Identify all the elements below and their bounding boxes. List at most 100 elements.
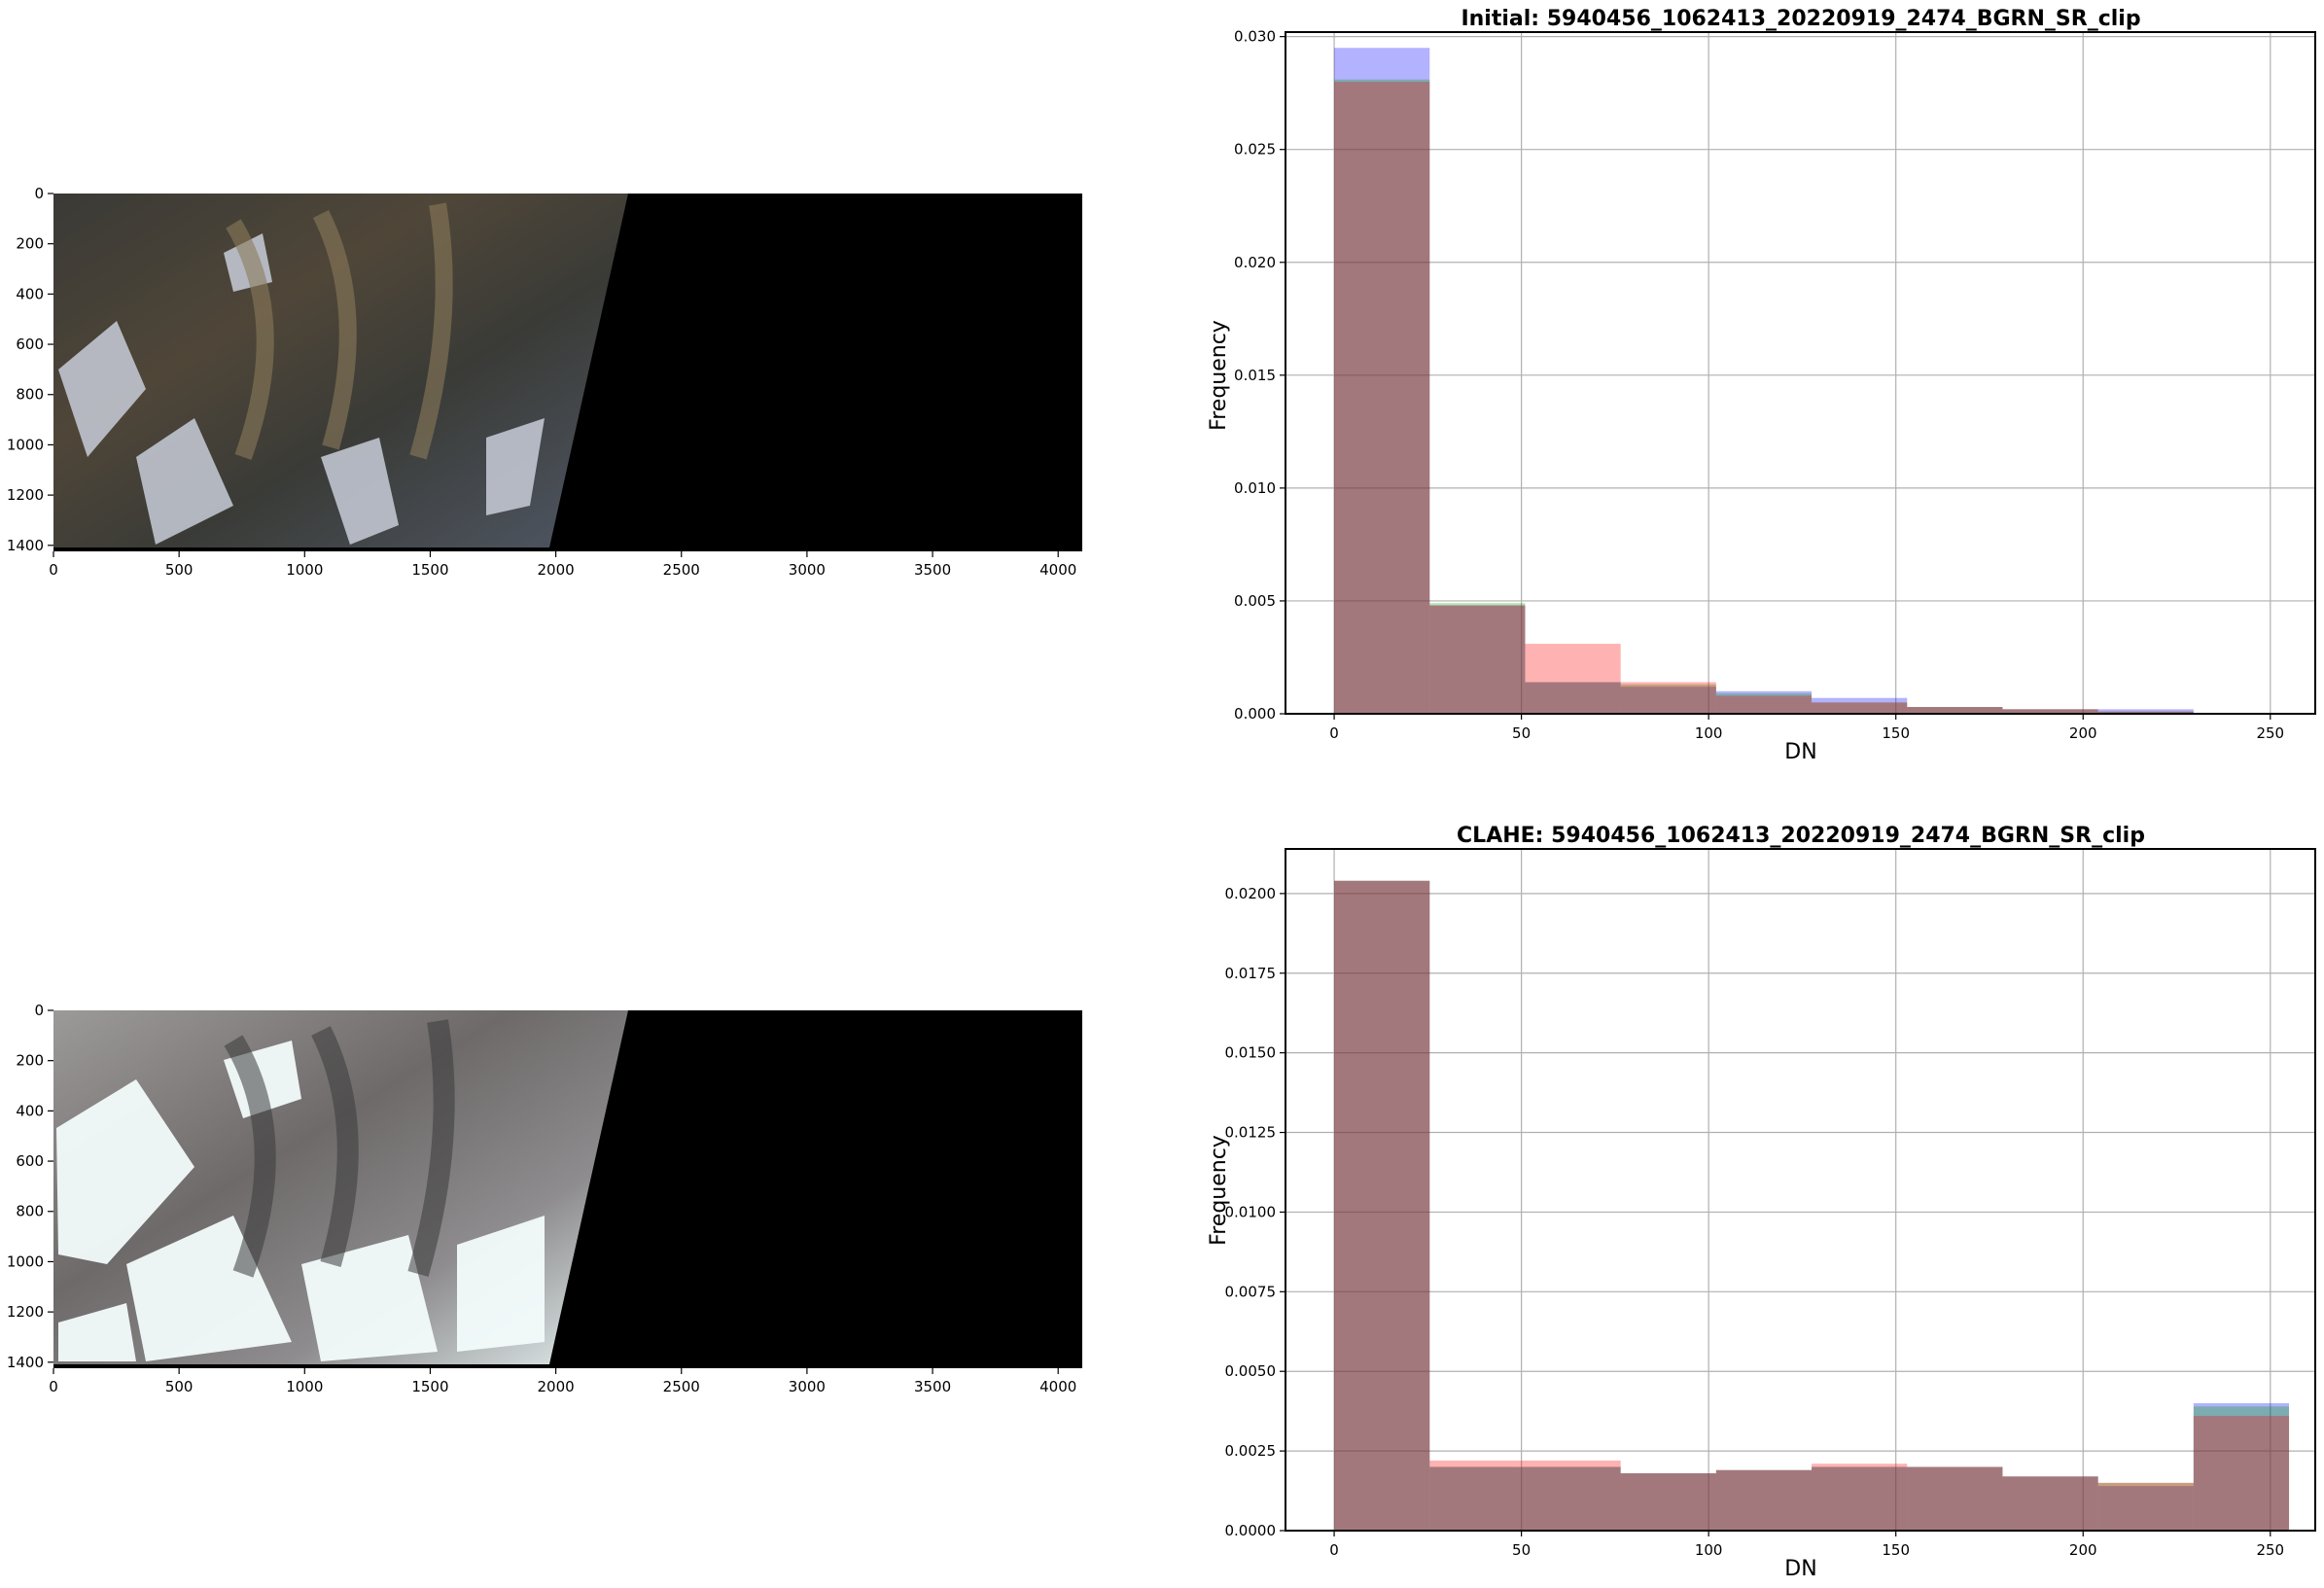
- y-tick-label: 400: [16, 285, 44, 302]
- x-tick-label: 4000: [1039, 1378, 1076, 1395]
- histogram-bar-red: [1334, 82, 1430, 714]
- y-axis-label: Frequency: [1207, 320, 1231, 431]
- histogram-bar-blue: [1334, 880, 1430, 1531]
- x-tick-label: 100: [1695, 724, 1723, 742]
- clahe-histogram: CLAHE: 5940456_1062413_20220919_2474_BGR…: [1207, 824, 2316, 1581]
- x-tick-label: 2000: [538, 1378, 575, 1395]
- y-tick-label: 0.0150: [1225, 1044, 1277, 1062]
- y-tick-label: 0.000: [1234, 705, 1276, 723]
- x-tick-label: 1500: [411, 1378, 448, 1395]
- histogram-bar-red: [2002, 1476, 2098, 1531]
- y-axis-ticks: 0.000 0.005 0.010 0.015 0.020 0.025 0.030: [1234, 28, 1285, 723]
- y-tick-label: 1200: [7, 486, 44, 504]
- histogram-bar-green: [1620, 684, 1716, 714]
- y-tick-label: 200: [16, 235, 44, 253]
- y-tick-label: 800: [16, 1203, 44, 1220]
- y-tick-label: 1000: [7, 436, 44, 453]
- histogram-bar-green: [1429, 603, 1526, 714]
- y-tick-label: 800: [16, 386, 44, 404]
- y-tick-label: 0.0025: [1225, 1442, 1277, 1460]
- histogram-bar-red: [1907, 1466, 2003, 1531]
- histogram-bar-green: [1525, 682, 1621, 714]
- y-tick-label: 1400: [7, 537, 44, 554]
- histogram-bars: [1334, 48, 2194, 714]
- histogram-bar-green: [1907, 1466, 2003, 1531]
- snow-patches: [56, 1041, 545, 1361]
- x-axis-ticks: 0 50 100 150 200 250: [1329, 714, 2284, 742]
- x-tick-label: 50: [1512, 724, 1531, 742]
- x-tick-label: 3500: [914, 1378, 951, 1395]
- y-tick-label: 1200: [7, 1303, 44, 1321]
- image-x-axis: 0 500 1000 1500 2000 2500 3000 3500 4000: [49, 1368, 1076, 1395]
- histogram-bar-red: [1620, 1473, 1716, 1531]
- y-tick-label: 0.025: [1234, 141, 1276, 159]
- histogram-bar-blue: [1715, 1469, 1813, 1531]
- x-tick-label: 150: [1882, 1541, 1910, 1559]
- y-tick-label: 0.0200: [1225, 885, 1277, 902]
- histogram-bar-green: [1715, 1469, 1813, 1531]
- histogram-bar-red: [1907, 707, 2003, 714]
- y-tick-label: 0.0100: [1225, 1203, 1277, 1220]
- histogram-bar-red: [1525, 1460, 1621, 1531]
- histogram-bar-red: [1429, 605, 1526, 714]
- ridge-lines: [224, 1019, 455, 1278]
- x-tick-label: 4000: [1039, 561, 1076, 579]
- y-axis-label: Frequency: [1207, 1135, 1231, 1246]
- y-tick-label: 0.030: [1234, 28, 1276, 46]
- histogram-bar-green: [1812, 702, 1908, 714]
- x-tick-label: 3000: [789, 1378, 826, 1395]
- histogram-bar-blue: [1812, 697, 1908, 714]
- histogram-bar-red: [1525, 644, 1621, 714]
- x-tick-label: 2000: [538, 561, 575, 579]
- histogram-bar-green: [1620, 1473, 1716, 1531]
- histogram-bar-red: [1620, 682, 1716, 714]
- histogram-bar-red: [2193, 1416, 2290, 1531]
- x-tick-label: 50: [1512, 1541, 1531, 1559]
- y-axis-ticks: 0.0000 0.0025 0.0050 0.0075 0.0100 0.0125 0.01…: [1225, 885, 1285, 1539]
- histogram-bar-blue: [1429, 1466, 1526, 1531]
- x-tick-label: 1000: [286, 561, 323, 579]
- x-tick-label: 200: [2069, 1541, 2097, 1559]
- y-tick-label: 0.0000: [1225, 1522, 1277, 1539]
- plot-frame: [1285, 848, 2316, 1532]
- histogram-bar-red: [1812, 702, 1908, 714]
- histogram-bar-blue: [1907, 707, 2003, 714]
- y-tick-label: 400: [16, 1102, 44, 1119]
- histogram-bar-blue: [2097, 1486, 2194, 1531]
- y-tick-label: 0.0125: [1225, 1124, 1277, 1142]
- histogram-bar-red: [2097, 711, 2194, 714]
- histogram-bar-green: [2002, 1476, 2098, 1531]
- image-x-axis: 0 500 1000 1500 2000 2500 3000 3500 4000: [49, 551, 1076, 579]
- histogram-bar-blue: [2097, 709, 2194, 714]
- histogram-bar-green: [1429, 1466, 1526, 1531]
- plot-frame: [1285, 31, 2316, 715]
- histogram-bar-green: [2097, 1482, 2194, 1531]
- x-tick-label: 250: [2256, 1541, 2284, 1559]
- histogram-bar-blue: [1620, 1473, 1716, 1531]
- histogram-bar-green: [1715, 693, 1813, 714]
- x-tick-label: 500: [165, 1378, 194, 1395]
- chart-title: CLAHE: 5940456_1062413_20220919_2474_BGR…: [1457, 824, 2145, 848]
- histogram-bar-blue: [1907, 1466, 2003, 1531]
- y-tick-label: 0: [34, 185, 44, 202]
- x-tick-label: 100: [1695, 1541, 1723, 1559]
- image-y-axis: 0 200 400 600 800 1000 1200 1400: [7, 1002, 53, 1371]
- histogram-bar-red: [1334, 880, 1430, 1531]
- initial-image-panel: 0 500 1000 1500 2000 2500 3000 3500 4000 0 200 400…: [7, 185, 1082, 579]
- histogram-bar-green: [2002, 709, 2098, 714]
- histogram-bar-green: [1907, 707, 2003, 714]
- x-tick-label: 250: [2256, 724, 2284, 742]
- histogram-bar-blue: [1525, 682, 1621, 714]
- snow-patches: [58, 233, 545, 545]
- x-tick-label: 1000: [286, 1378, 323, 1395]
- x-tick-label: 200: [2069, 724, 2097, 742]
- y-tick-label: 0.005: [1234, 592, 1276, 610]
- x-tick-label: 150: [1882, 724, 1910, 742]
- y-tick-label: 0.020: [1234, 254, 1276, 271]
- x-tick-label: 0: [49, 1378, 58, 1395]
- histogram-bar-red: [1715, 1469, 1813, 1531]
- x-tick-label: 2500: [663, 561, 700, 579]
- x-tick-label: 0: [1329, 1541, 1339, 1559]
- histogram-bar-blue: [2193, 1402, 2290, 1531]
